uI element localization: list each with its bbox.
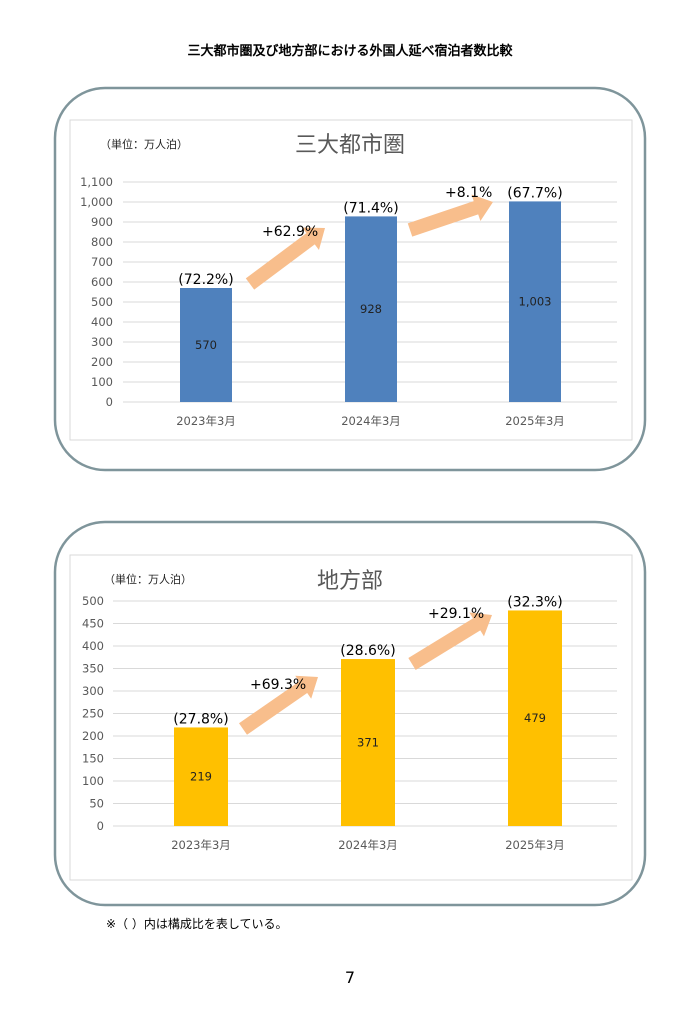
bar-value-label: 1,003	[519, 295, 552, 309]
bar	[174, 727, 228, 826]
x-tick-label: 2025年3月	[505, 414, 565, 428]
footnote: ※（ ）内は構成比を表している。	[106, 917, 288, 931]
y-tick-label: 300	[82, 684, 104, 698]
bar	[180, 288, 232, 402]
growth-label: +62.9%	[262, 224, 318, 240]
x-tick-label: 2025年3月	[505, 838, 565, 852]
x-tick-label: 2023年3月	[176, 414, 236, 428]
unit-label: （単位：万人泊）	[104, 572, 192, 586]
share-label: (71.4%)	[343, 200, 398, 216]
share-label: (27.8%)	[173, 711, 228, 727]
share-label: (28.6%)	[340, 643, 395, 659]
regional-chart: （単位：万人泊） 地方部 0 50 100 150 200 250 300 350 400 450 50…	[53, 520, 647, 907]
chart-title: 地方部	[317, 569, 383, 594]
bar-value-label: 928	[360, 302, 382, 316]
y-tick-label: 450	[82, 617, 104, 631]
y-tick-label: 100	[82, 774, 104, 788]
bar-value-label: 219	[190, 770, 212, 784]
bar-value-label: 371	[357, 736, 379, 750]
y-tick-label: 0	[106, 395, 113, 409]
y-tick-label: 1,000	[80, 195, 113, 209]
y-tick-label: 700	[91, 255, 113, 269]
y-tick-label: 200	[82, 729, 104, 743]
growth-arrow	[407, 194, 493, 237]
y-tick-label: 400	[82, 639, 104, 653]
y-tick-label: 300	[91, 335, 113, 349]
y-tick-label: 100	[91, 375, 113, 389]
growth-arrow	[408, 612, 492, 670]
bar	[509, 201, 561, 402]
y-tick-label: 400	[91, 315, 113, 329]
y-tick-label: 1,100	[80, 175, 113, 189]
bar	[508, 610, 562, 826]
y-tick-label: 50	[89, 797, 104, 811]
share-label: (72.2%)	[178, 272, 233, 288]
y-tick-label: 900	[91, 215, 113, 229]
y-tick-label: 150	[82, 752, 104, 766]
chart-title: 三大都市圏	[295, 133, 405, 158]
growth-arrow	[245, 227, 325, 290]
metro-chart: （単位：万人泊） 三大都市圏 0 100 200 300 400 500 600 700 800 90…	[53, 86, 647, 472]
bar	[341, 659, 395, 826]
x-tick-label: 2024年3月	[341, 414, 401, 428]
bar-value-label: 479	[524, 711, 546, 725]
share-label: (67.7%)	[507, 185, 562, 201]
y-tick-label: 200	[91, 355, 113, 369]
x-tick-label: 2024年3月	[338, 838, 398, 852]
growth-label: +8.1%	[445, 185, 492, 201]
growth-label: +69.3%	[250, 677, 306, 693]
unit-label: （単位：万人泊）	[100, 137, 188, 151]
y-tick-label: 500	[91, 295, 113, 309]
y-tick-label: 250	[82, 707, 104, 721]
y-tick-label: 800	[91, 235, 113, 249]
growth-label: +29.1%	[428, 606, 484, 622]
bar	[345, 216, 397, 402]
y-tick-label: 0	[97, 819, 104, 833]
y-tick-label: 350	[82, 662, 104, 676]
bar-value-label: 570	[195, 338, 217, 352]
y-tick-label: 500	[82, 594, 104, 608]
page-title: 三大都市圏及び地方部における外国人延べ宿泊者数比較	[187, 43, 513, 59]
page-number: 7	[345, 968, 355, 987]
growth-arrow	[239, 675, 318, 735]
y-tick-label: 600	[91, 275, 113, 289]
x-tick-label: 2023年3月	[171, 838, 231, 852]
share-label: (32.3%)	[507, 594, 562, 610]
